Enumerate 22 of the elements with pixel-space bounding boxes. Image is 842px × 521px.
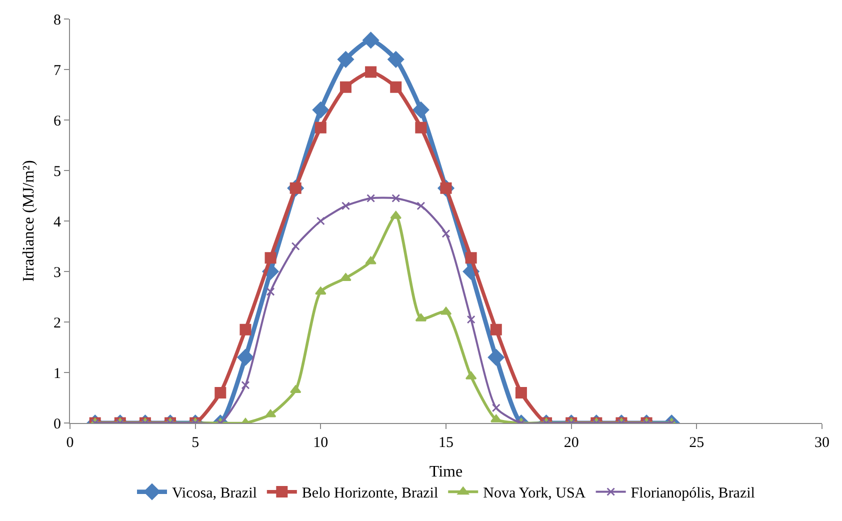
x-tick-label: 20 <box>564 435 579 451</box>
legend-label: Vicosa, Brazil <box>172 486 257 502</box>
y-tick-label: 1 <box>54 366 61 382</box>
y-tick-label: 5 <box>54 164 61 180</box>
y-axis-title: Irradiance (MJ/m²) <box>20 160 38 282</box>
legend-label: Nova York, USA <box>483 486 586 502</box>
y-tick-label: 6 <box>54 113 62 130</box>
x-tick-label: 5 <box>192 435 200 451</box>
y-tick-label: 2 <box>54 315 61 332</box>
y-tick-label: 0 <box>54 416 61 432</box>
legend-label: Florianopólis, Brazil <box>630 486 755 502</box>
y-tick-label: 8 <box>54 12 61 28</box>
legend-label: Belo Horizonte, Brazil <box>302 486 438 502</box>
x-tick-label: 15 <box>438 435 454 451</box>
y-tick-label: 4 <box>54 214 62 230</box>
x-tick-label: 25 <box>689 435 704 451</box>
x-tick-label: 0 <box>66 435 74 451</box>
y-tick-label: 7 <box>54 62 62 79</box>
x-tick-label: 30 <box>814 435 830 451</box>
y-tick-label: 3 <box>54 264 61 281</box>
x-axis-title: Time <box>429 464 463 481</box>
x-tick-label: 10 <box>313 435 328 451</box>
